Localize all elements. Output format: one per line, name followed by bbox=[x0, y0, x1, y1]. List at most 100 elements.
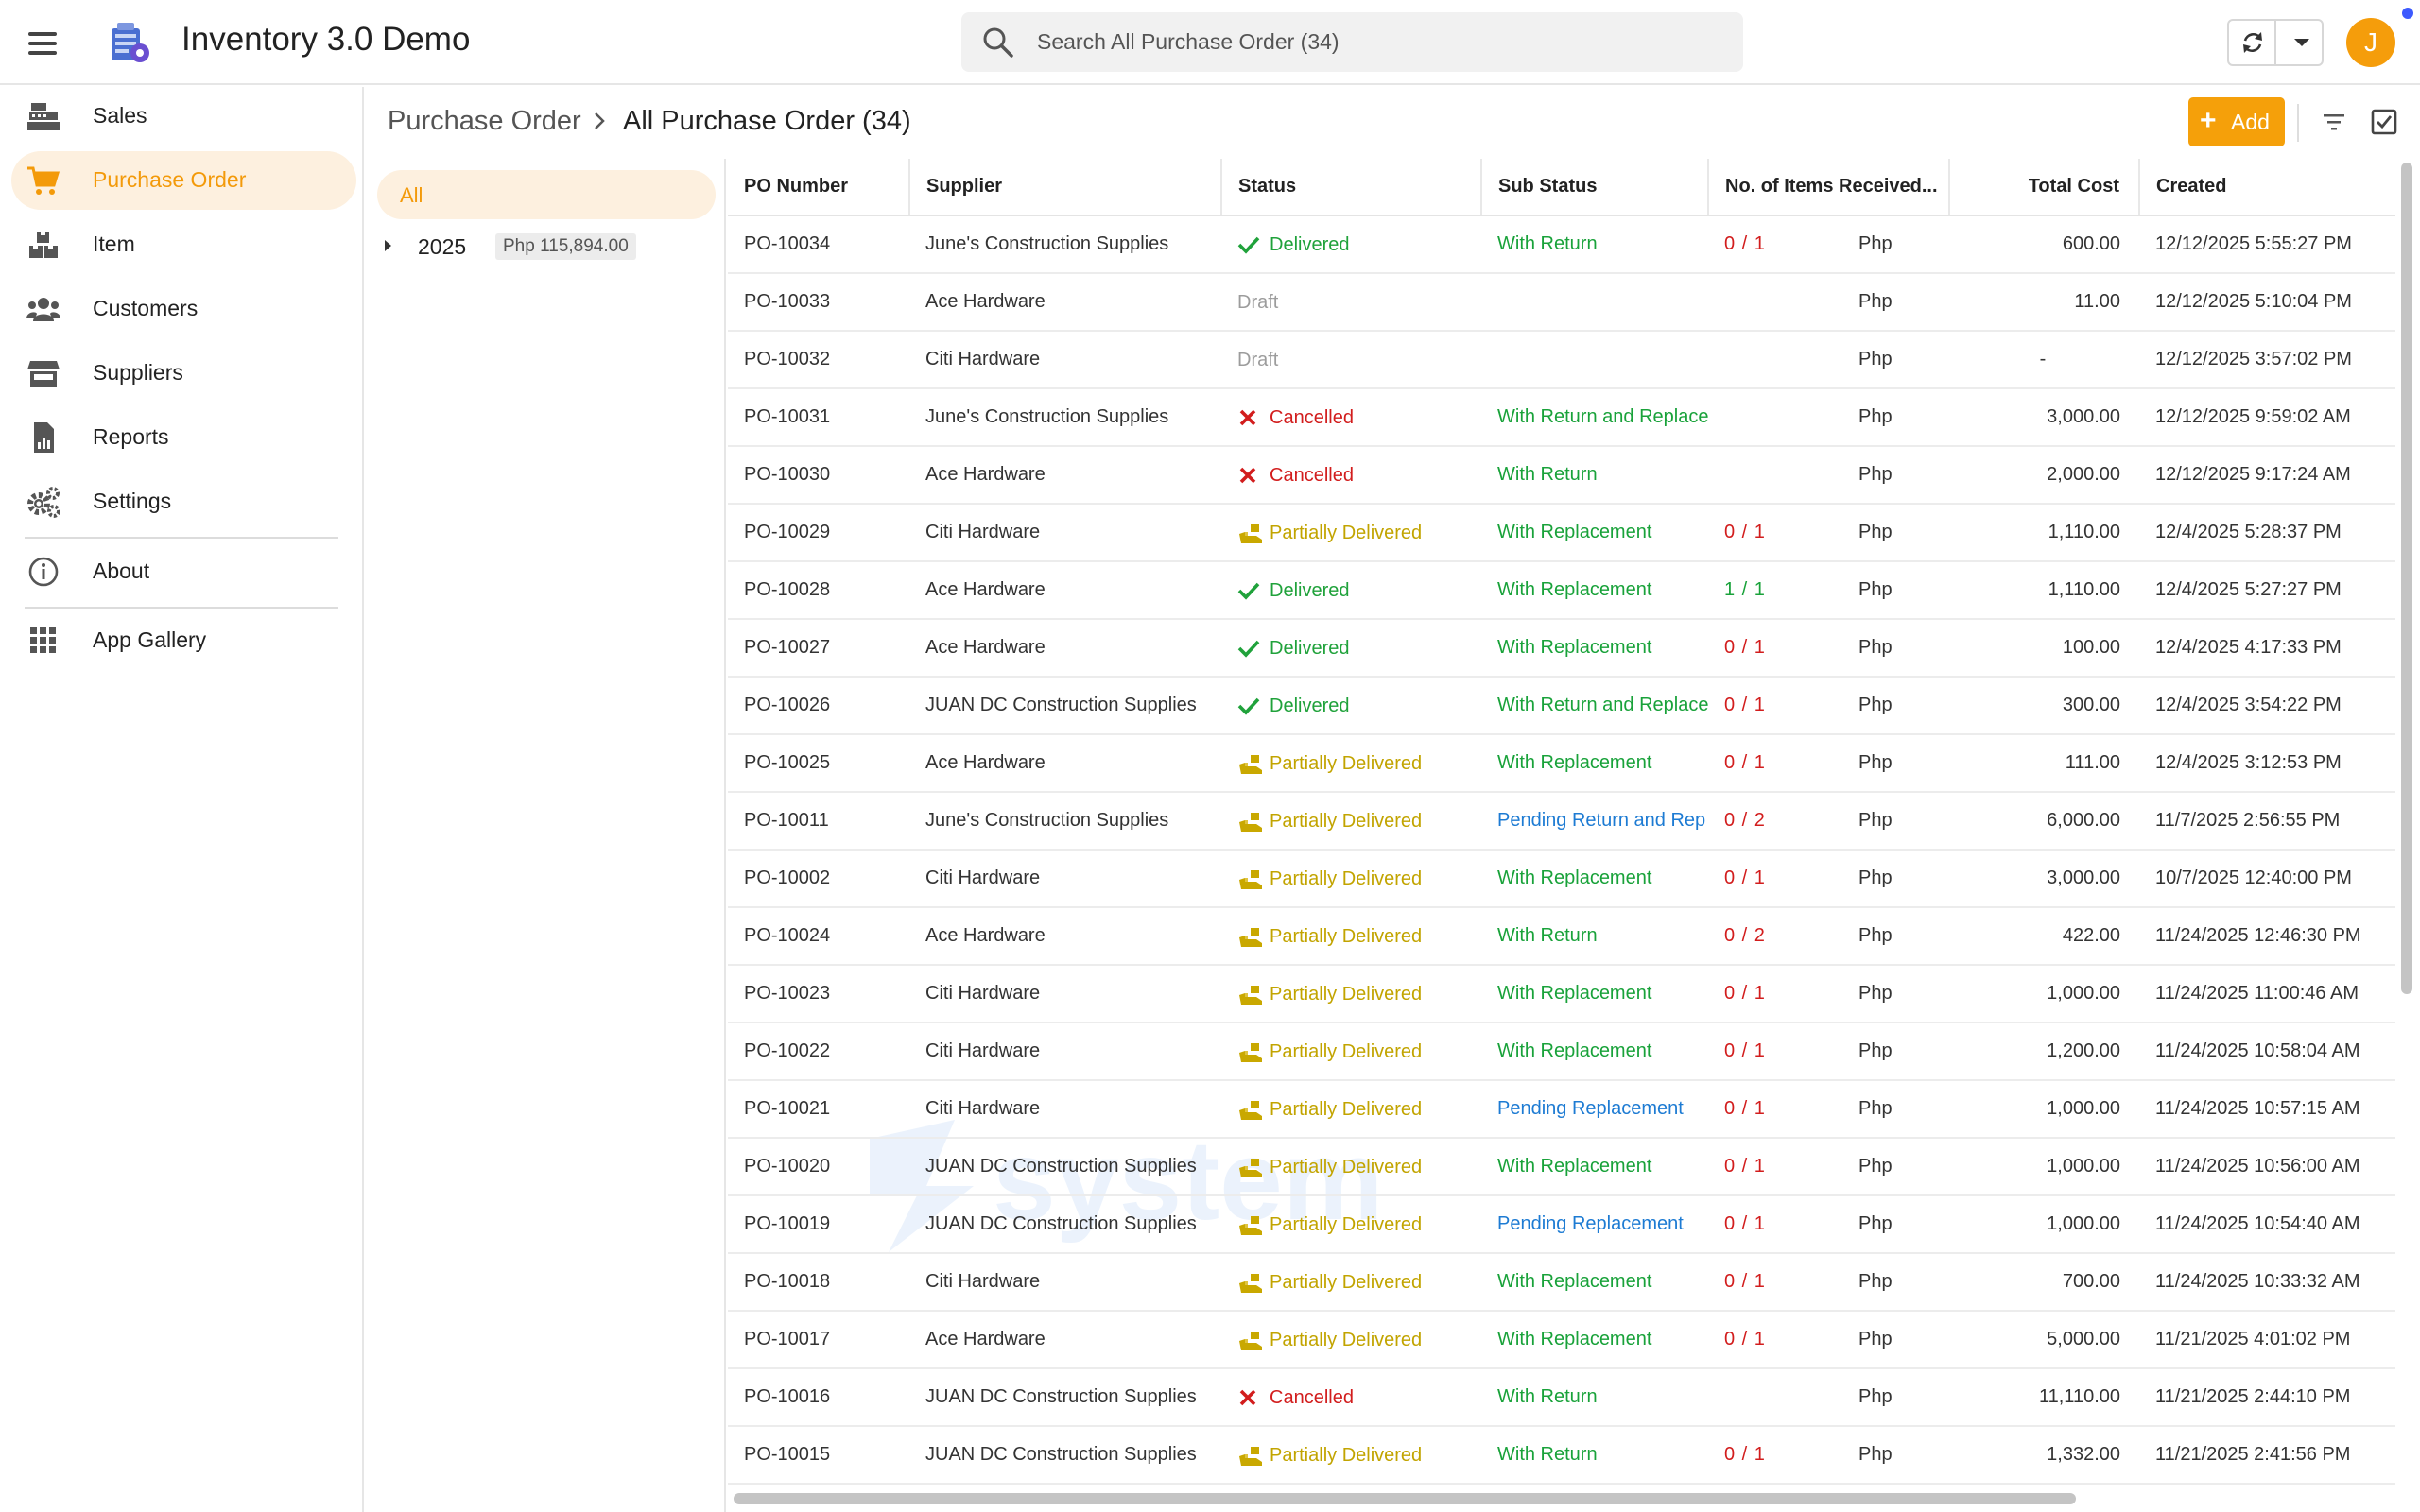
currency-label: Php bbox=[1858, 233, 1893, 254]
created-cell: 11/24/2025 10:57:15 AM bbox=[2139, 1080, 2395, 1139]
table-row[interactable]: PO-10031 June's Construction Supplies Canc… bbox=[728, 388, 2395, 447]
sidebar-item-app-gallery[interactable]: App Gallery bbox=[11, 611, 356, 670]
column-header-created[interactable]: Created bbox=[2139, 159, 2395, 216]
sub-status-cell: With Return and Replace bbox=[1481, 388, 1708, 447]
items-received-cell: Php bbox=[1708, 1368, 1949, 1427]
items-received-cell: Php bbox=[1708, 273, 1949, 332]
table-row[interactable]: PO-10020 JUAN DC Construction Supplies Par… bbox=[728, 1138, 2395, 1196]
table-row[interactable]: PO-10019 JUAN DC Construction Supplies Par… bbox=[728, 1195, 2395, 1254]
currency-label: Php bbox=[1858, 868, 1893, 888]
po-number-cell: PO-10034 bbox=[728, 215, 909, 274]
created-cell: 11/7/2025 2:56:55 PM bbox=[2139, 792, 2395, 850]
status-text: Partially Delivered bbox=[1270, 983, 1423, 1005]
column-header-total-cost[interactable]: Total Cost bbox=[1949, 159, 2140, 216]
po-number-cell: PO-10028 bbox=[728, 561, 909, 620]
total-cost-cell: 1,332.00 bbox=[1949, 1426, 2139, 1485]
items-received-cell: 0 / 1 Php bbox=[1708, 215, 1949, 274]
po-number-cell: PO-10018 bbox=[728, 1253, 909, 1312]
group-item-all[interactable]: All bbox=[377, 170, 716, 219]
table-row[interactable]: PO-10029 Citi Hardware Partially Delivered… bbox=[728, 504, 2395, 562]
table-row[interactable]: PO-10021 Citi Hardware Partially Delivered… bbox=[728, 1080, 2395, 1139]
po-number-cell: PO-10017 bbox=[728, 1311, 909, 1369]
po-number-cell: PO-10020 bbox=[728, 1138, 909, 1196]
sidebar-item-about[interactable]: About bbox=[11, 542, 356, 601]
table-row[interactable]: PO-10017 Ace Hardware Partially Delivered W… bbox=[728, 1311, 2395, 1369]
horizontal-scrollbar[interactable] bbox=[734, 1493, 2076, 1504]
table-row[interactable]: PO-10011 June's Construction Supplies Part… bbox=[728, 792, 2395, 850]
store-icon bbox=[27, 361, 60, 387]
currency-label: Php bbox=[1858, 1098, 1893, 1119]
status-text: Partially Delivered bbox=[1270, 1040, 1423, 1062]
column-header-po-number[interactable]: PO Number bbox=[728, 159, 910, 216]
supplier-cell: JUAN DC Construction Supplies bbox=[909, 1138, 1221, 1196]
table-row[interactable]: PO-10023 Citi Hardware Partially Delivered… bbox=[728, 965, 2395, 1023]
table-row[interactable]: PO-10024 Ace Hardware Partially Delivered W… bbox=[728, 907, 2395, 966]
po-number-cell: PO-10032 bbox=[728, 331, 909, 389]
filter-icon[interactable] bbox=[2321, 109, 2347, 135]
created-cell: 11/21/2025 4:01:02 PM bbox=[2139, 1311, 2395, 1369]
table-row[interactable]: PO-10032 Citi Hardware Draft Php -12/12/2025… bbox=[728, 331, 2395, 389]
table-row[interactable]: PO-10027 Ace Hardware Delivered With Replac… bbox=[728, 619, 2395, 678]
column-header-supplier[interactable]: Supplier bbox=[909, 159, 1222, 216]
supplier-cell: Ace Hardware bbox=[909, 734, 1221, 793]
table-row[interactable]: PO-10026 JUAN DC Construction Supplies Del… bbox=[728, 677, 2395, 735]
status-badge: Partially Delivered bbox=[1237, 1269, 1422, 1296]
sidebar-item-suppliers[interactable]: Suppliers bbox=[11, 344, 356, 403]
sidebar-item-label: Sales bbox=[93, 103, 147, 128]
column-header-sub-status[interactable]: Sub Status bbox=[1481, 159, 1709, 216]
table-row[interactable]: PO-10002 Citi Hardware Partially Delivered… bbox=[728, 850, 2395, 908]
vertical-scrollbar[interactable] bbox=[2401, 163, 2412, 994]
po-number-cell: PO-10024 bbox=[728, 907, 909, 966]
group-item-year[interactable]: 2025 Php 115,894.00 bbox=[385, 227, 706, 268]
created-cell: 11/24/2025 10:33:32 AM bbox=[2139, 1253, 2395, 1312]
partial-delivery-icon bbox=[1239, 754, 1262, 774]
column-header-items-received[interactable]: No. of Items Received... bbox=[1708, 159, 1950, 216]
status-badge: Partially Delivered bbox=[1237, 866, 1422, 892]
created-cell: 12/12/2025 9:59:02 AM bbox=[2139, 388, 2395, 447]
partial-delivery-icon bbox=[1239, 869, 1262, 889]
po-number-cell: PO-10016 bbox=[728, 1368, 909, 1427]
select-checkbox-icon[interactable] bbox=[2370, 108, 2398, 136]
add-button[interactable]: + Add bbox=[2188, 97, 2285, 146]
expand-arrow-icon[interactable] bbox=[385, 240, 391, 251]
sidebar-item-item[interactable]: Item bbox=[11, 215, 356, 274]
sub-status-cell: With Replacement bbox=[1481, 619, 1708, 678]
sidebar-item-customers[interactable]: Customers bbox=[11, 280, 356, 338]
items-received-value: 0 / 1 bbox=[1724, 233, 1766, 254]
currency-label: Php bbox=[1858, 1444, 1893, 1465]
table-row[interactable]: PO-10018 Citi Hardware Partially Delivered… bbox=[728, 1253, 2395, 1312]
currency-label: Php bbox=[1858, 1156, 1893, 1177]
table-row[interactable]: PO-10016 JUAN DC Construction Supplies Can… bbox=[728, 1368, 2395, 1427]
table-row[interactable]: PO-10033 Ace Hardware Draft Php 11.00 12/12/2… bbox=[728, 273, 2395, 332]
notification-dot bbox=[2402, 8, 2413, 19]
total-cost-cell: 1,000.00 bbox=[1949, 1195, 2139, 1254]
breadcrumb-root[interactable]: Purchase Order bbox=[388, 106, 581, 136]
table-row[interactable]: PO-10030 Ace Hardware Cancelled With Return… bbox=[728, 446, 2395, 505]
sidebar-item-settings[interactable]: Settings bbox=[11, 472, 356, 531]
sub-status-cell: With Replacement bbox=[1481, 504, 1708, 562]
toolbar-divider bbox=[2297, 104, 2299, 142]
column-header-status[interactable]: Status bbox=[1221, 159, 1482, 216]
sidebar-divider bbox=[25, 537, 338, 539]
sync-button[interactable] bbox=[2229, 21, 2276, 64]
table-row[interactable]: PO-10025 Ace Hardware Partially Delivered W… bbox=[728, 734, 2395, 793]
plus-icon: + bbox=[2200, 105, 2217, 136]
user-avatar[interactable]: J bbox=[2346, 18, 2395, 67]
sidebar-item-sales[interactable]: Sales bbox=[11, 87, 356, 146]
total-cost-cell: 6,000.00 bbox=[1949, 792, 2139, 850]
search-input[interactable] bbox=[1037, 12, 1718, 72]
sidebar-item-purchase-order[interactable]: Purchase Order bbox=[11, 151, 356, 210]
created-cell: 11/24/2025 11:00:46 AM bbox=[2139, 965, 2395, 1023]
table-row[interactable]: PO-10022 Citi Hardware Partially Delivered… bbox=[728, 1022, 2395, 1081]
hamburger-menu-icon[interactable] bbox=[25, 25, 62, 62]
check-icon bbox=[1237, 582, 1260, 600]
table-row[interactable]: PO-10034 June's Construction Supplies Deli… bbox=[728, 215, 2395, 274]
sidebar-item-reports[interactable]: Reports bbox=[11, 408, 356, 467]
status-cell: Partially Delivered bbox=[1221, 907, 1481, 966]
table-row[interactable]: PO-10028 Ace Hardware Delivered With Replac… bbox=[728, 561, 2395, 620]
table-row[interactable]: PO-10015 JUAN DC Construction Supplies Par… bbox=[728, 1426, 2395, 1485]
sidebar: Sales Purchase Order Item Customers bbox=[0, 87, 364, 1512]
sync-dropdown-chevron-down-icon[interactable] bbox=[2278, 21, 2324, 64]
created-cell: 12/4/2025 4:17:33 PM bbox=[2139, 619, 2395, 678]
partial-delivery-icon bbox=[1239, 1331, 1262, 1350]
